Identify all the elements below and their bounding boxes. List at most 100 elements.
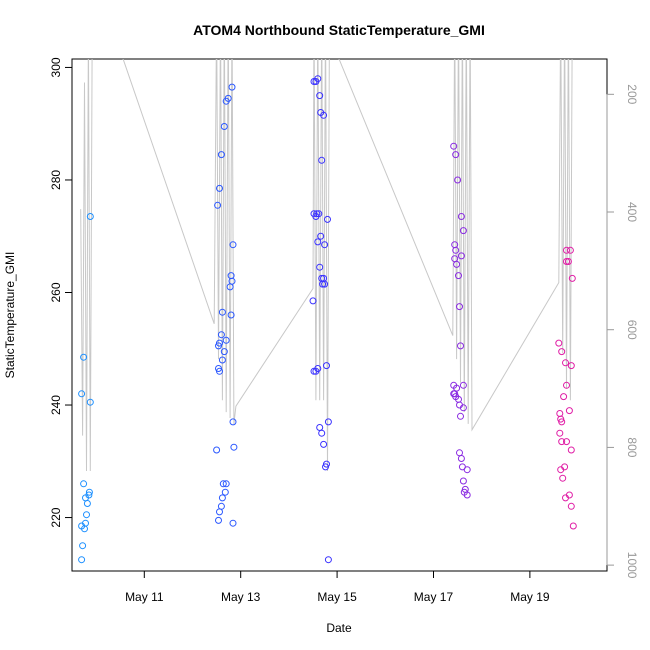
y-tick-label: 260	[49, 282, 63, 302]
data-point	[229, 241, 237, 249]
data-point	[216, 508, 223, 516]
data-point	[568, 274, 576, 282]
data-point	[459, 227, 467, 235]
data-point	[227, 311, 235, 319]
data-point	[78, 556, 86, 564]
data-point	[321, 241, 329, 249]
data-point	[558, 418, 566, 426]
right-tick-label: 400	[625, 202, 639, 222]
data-point	[229, 519, 237, 527]
right-tick-label: 200	[625, 84, 639, 104]
data-point	[229, 418, 237, 426]
data-point	[457, 455, 465, 462]
data-point	[85, 488, 93, 496]
data-point	[215, 516, 222, 524]
data-point	[559, 474, 567, 482]
data-point	[316, 263, 324, 271]
data-point	[567, 502, 575, 510]
right-pressure-axis: 200 400 600 800 1000	[606, 84, 639, 579]
data-point	[459, 404, 467, 412]
data-point	[459, 477, 467, 485]
data-point	[558, 438, 566, 446]
data-point	[319, 280, 327, 288]
data-point	[217, 331, 225, 339]
data-point	[457, 342, 464, 350]
data-point	[218, 356, 226, 364]
right-tick-label: 800	[625, 437, 639, 457]
data-point	[314, 365, 322, 372]
data-point	[323, 362, 330, 370]
data-point	[556, 429, 564, 437]
data-point	[321, 280, 329, 288]
data-point	[86, 213, 94, 220]
data-point	[563, 246, 570, 254]
data-point	[83, 500, 91, 507]
data-point	[459, 381, 467, 389]
data-point	[564, 258, 572, 265]
data-point	[456, 303, 463, 311]
data-point	[324, 556, 332, 564]
data-point	[80, 480, 88, 488]
data-point	[222, 336, 230, 344]
data-point	[220, 123, 228, 130]
data-point	[215, 342, 222, 350]
data-point	[86, 398, 94, 406]
chart-title: ATOM4 Northbound StaticTemperature_GMI	[193, 22, 485, 38]
data-point	[567, 362, 575, 370]
data-point	[562, 494, 569, 502]
data-point	[324, 418, 332, 426]
data-point	[463, 466, 471, 474]
data-point	[217, 151, 225, 159]
data-point	[226, 283, 234, 291]
data-point	[450, 142, 458, 150]
data-point	[322, 463, 329, 471]
x-axis-label: Date	[326, 621, 352, 635]
data-point	[228, 83, 236, 91]
data-point	[85, 491, 93, 499]
data-point	[457, 213, 465, 220]
y-tick-label: 220	[49, 507, 63, 527]
x-tick-label: May 11	[125, 590, 164, 604]
data-point	[218, 308, 226, 316]
series-4	[450, 142, 471, 499]
pressure-line	[80, 59, 573, 472]
data-point	[314, 238, 322, 246]
y-axis-label: StaticTemperature_GMI	[3, 252, 17, 379]
right-tick-label: 1000	[625, 552, 639, 579]
data-point	[557, 466, 565, 474]
data-point	[219, 480, 227, 488]
x-axis: May 11 May 13 May 15 May 17 May 19	[125, 571, 550, 604]
data-point	[563, 381, 570, 389]
data-point	[453, 260, 461, 268]
data-point	[230, 443, 238, 451]
data-point	[78, 390, 86, 398]
x-tick-label: May 15	[317, 590, 357, 604]
data-point	[318, 156, 326, 164]
data-point	[318, 429, 326, 437]
data-point	[316, 92, 324, 100]
data-point	[555, 339, 563, 347]
data-point	[222, 97, 230, 105]
data-point	[566, 246, 574, 254]
x-tick-label: May 13	[221, 590, 261, 604]
data-point	[217, 502, 225, 510]
data-point	[314, 75, 322, 83]
data-point	[218, 494, 226, 502]
data-point	[83, 511, 90, 519]
data-point	[457, 412, 464, 420]
data-point	[315, 210, 323, 218]
data-point	[313, 210, 321, 218]
data-point	[563, 258, 570, 265]
x-tick-label: May 19	[510, 590, 550, 604]
series-2	[213, 83, 238, 527]
data-point	[569, 522, 577, 530]
data-point	[213, 446, 221, 454]
series-1	[78, 213, 94, 564]
data-point	[316, 424, 324, 431]
data-point	[560, 393, 568, 401]
y-axis: 220 240 260 280 300	[49, 57, 72, 528]
data-point	[216, 184, 223, 192]
right-tick-label: 600	[625, 320, 639, 340]
data-point	[563, 438, 570, 446]
